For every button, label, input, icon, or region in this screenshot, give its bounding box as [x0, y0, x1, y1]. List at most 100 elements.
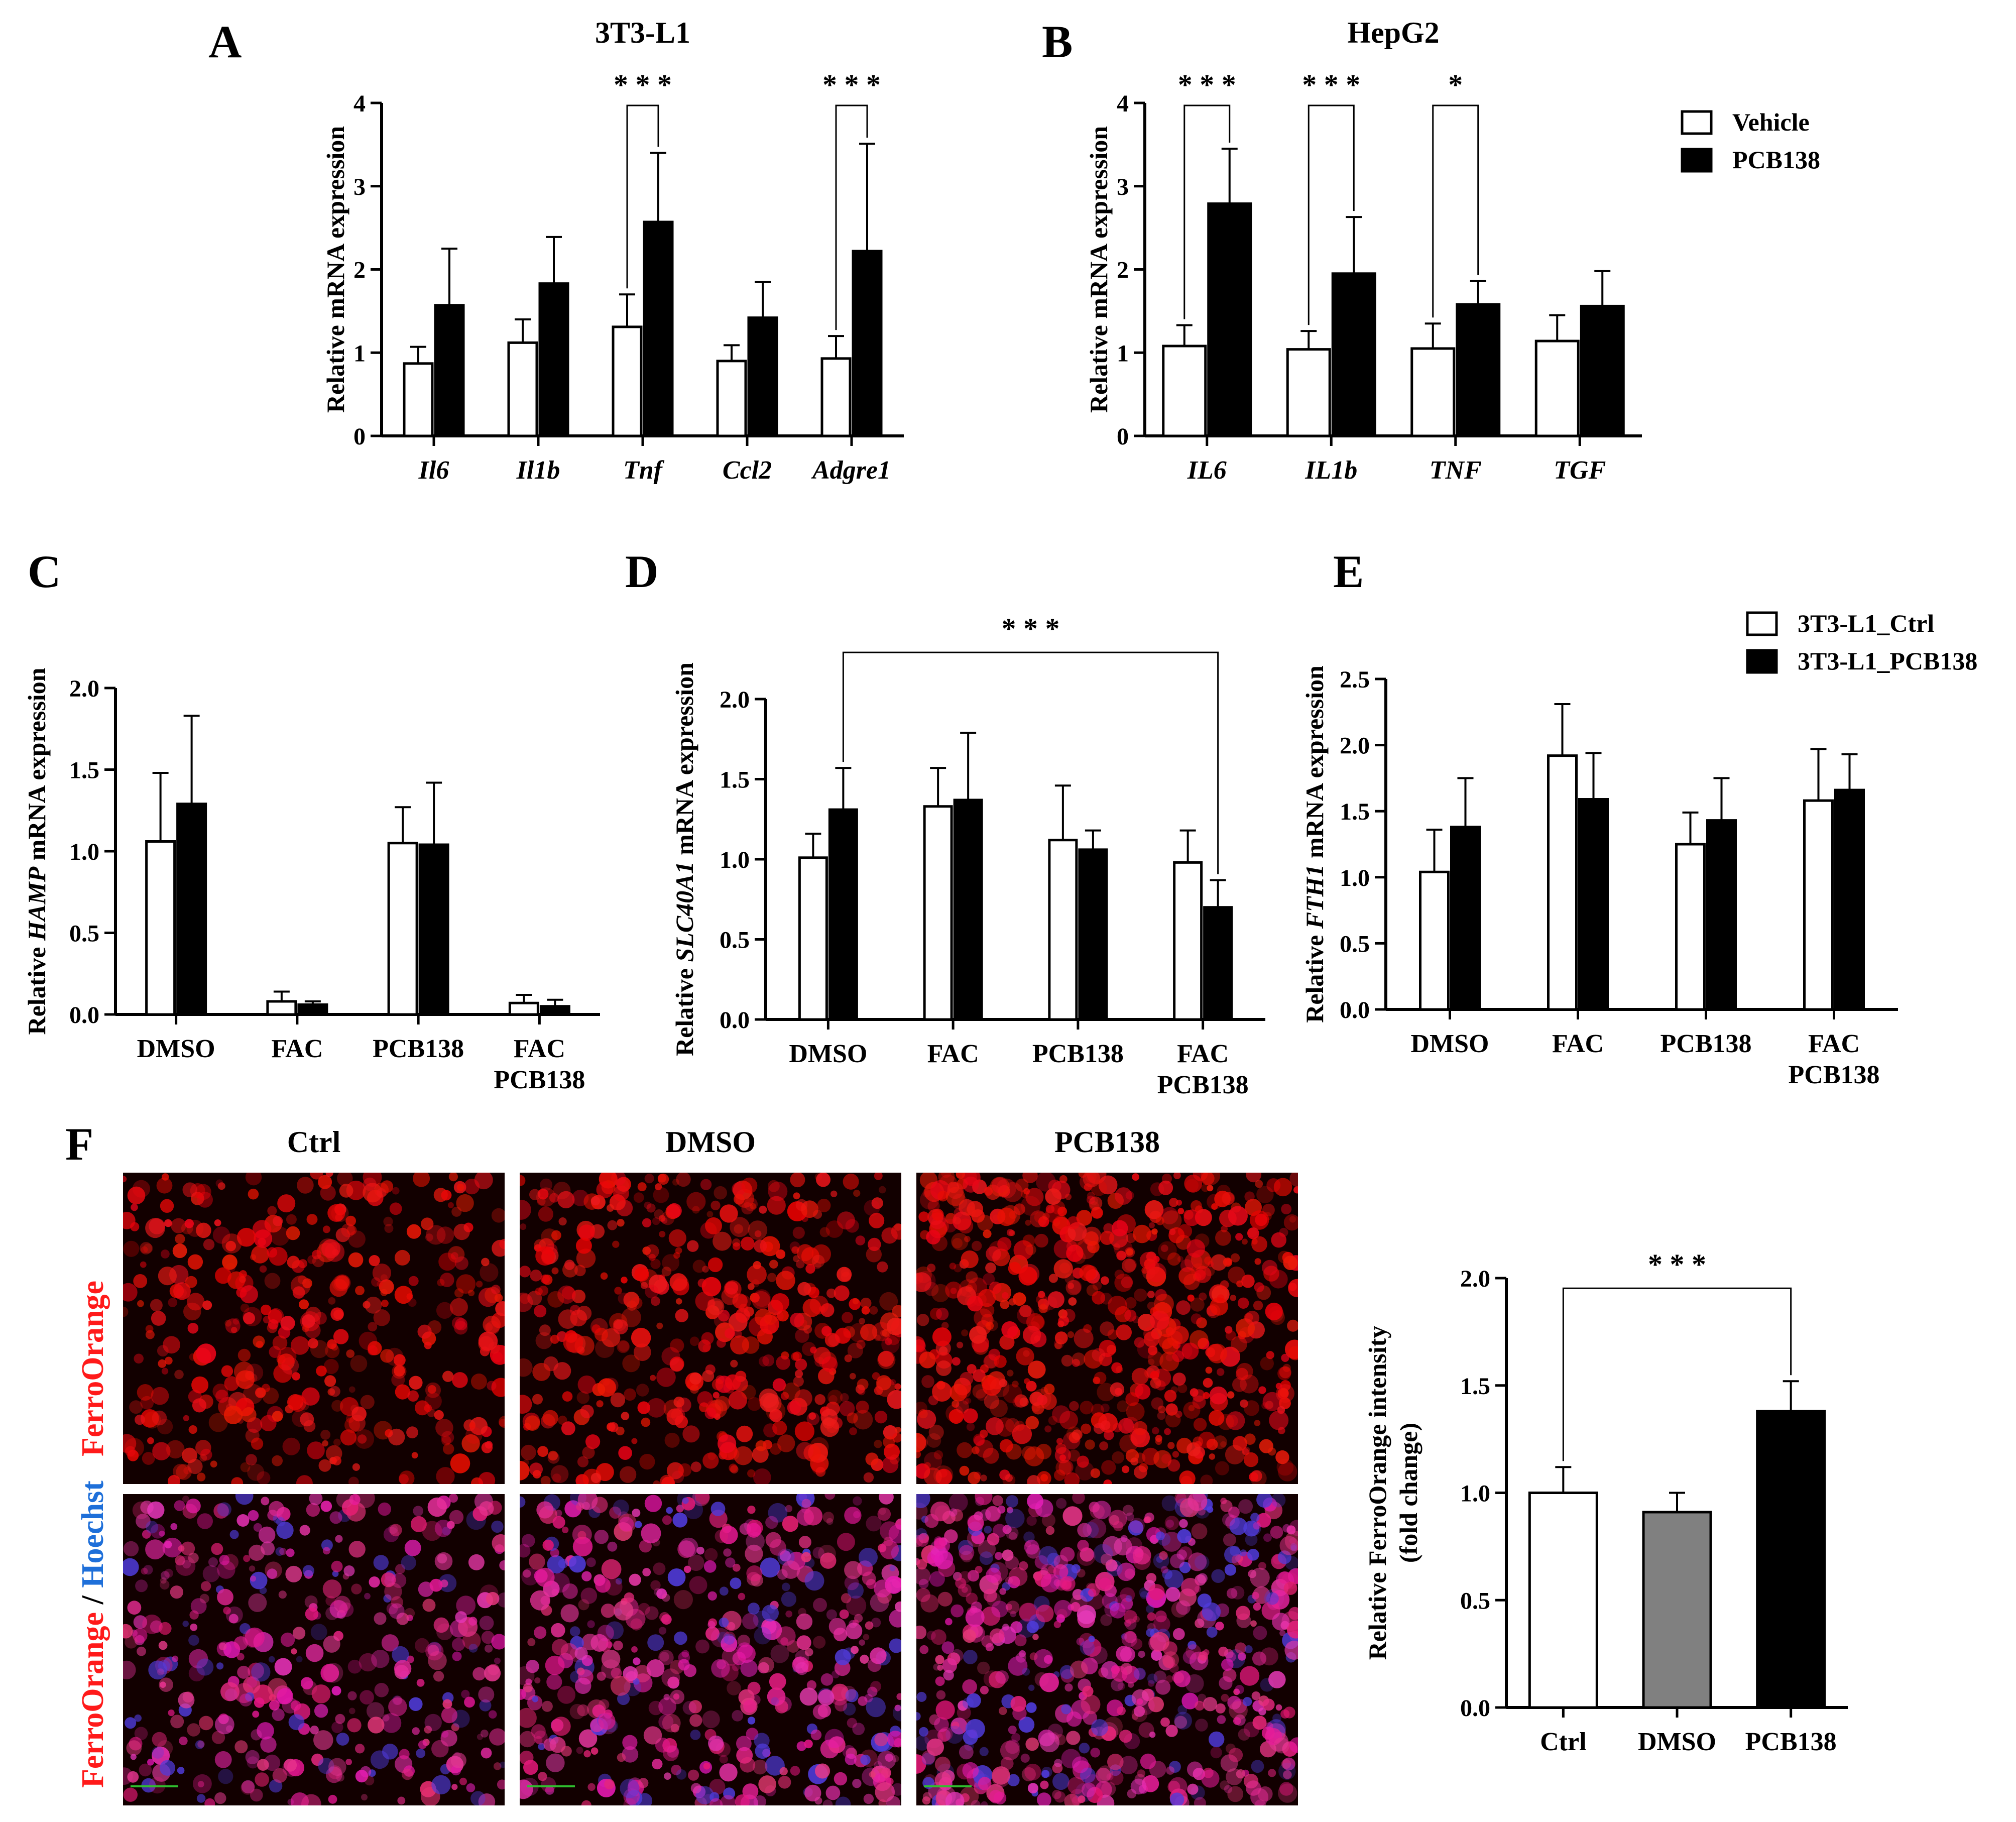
cell-spot [123, 1787, 138, 1802]
cell-spot [1087, 1195, 1095, 1204]
cell-spot [847, 1342, 863, 1358]
cell-spot [600, 1272, 608, 1280]
cell-spot [746, 1523, 761, 1538]
cell-spot [881, 1227, 898, 1244]
cell-spot [695, 1639, 709, 1654]
cell-spot [211, 1543, 223, 1555]
cell-spot [1150, 1632, 1169, 1652]
cell-spot [1125, 1595, 1132, 1602]
cell-spot [1220, 1780, 1230, 1790]
cell-spot [1025, 1188, 1044, 1206]
cell-spot [1158, 1405, 1166, 1414]
cell-spot [276, 1354, 286, 1364]
cell-spot [1269, 1270, 1288, 1289]
cell-spot [1282, 1524, 1291, 1533]
cell-spot [137, 1646, 146, 1656]
cell-spot [403, 1765, 415, 1777]
cell-spot [1112, 1666, 1128, 1682]
x-tick-label: FAC [271, 1035, 323, 1063]
cell-spot [373, 1309, 390, 1326]
x-tick-label: FAC [1808, 1030, 1860, 1058]
cell-spot [442, 1526, 451, 1536]
cell-spot [705, 1217, 722, 1234]
cell-spot [123, 1240, 140, 1257]
cell-spot [847, 1718, 857, 1728]
cell-spot [300, 1412, 314, 1427]
cell-spot [204, 1798, 215, 1805]
cell-spot [860, 1297, 872, 1309]
cell-spot [448, 1173, 458, 1182]
cell-spot [741, 1177, 758, 1194]
cell-spot [986, 1567, 1001, 1583]
cell-spot [557, 1685, 575, 1704]
cell-spot [1029, 1652, 1038, 1661]
cell-spot [1281, 1759, 1291, 1769]
cell-spot [441, 1730, 449, 1738]
cell-spot [630, 1297, 643, 1309]
cell-spot [355, 1744, 365, 1754]
cell-spot [696, 1546, 704, 1555]
cell-spot [173, 1463, 188, 1479]
cell-spot [1089, 1502, 1100, 1513]
cell-spot [1243, 1400, 1260, 1416]
cell-spot [1087, 1519, 1107, 1539]
cell-spot [290, 1275, 311, 1296]
cell-spot [982, 1377, 1002, 1396]
cell-spot [1091, 1404, 1104, 1417]
cell-spot [822, 1512, 834, 1523]
cell-spot [151, 1387, 169, 1405]
cell-spot [770, 1644, 789, 1663]
cell-spot [1217, 1715, 1226, 1724]
cell-spot [1251, 1760, 1264, 1773]
cell-spot [1167, 1252, 1181, 1266]
cell-spot [725, 1328, 735, 1339]
cell-spot [662, 1714, 681, 1733]
cell-spot [676, 1505, 684, 1513]
cell-spot [1156, 1531, 1165, 1541]
cell-spot [1047, 1565, 1056, 1574]
cell-spot [1065, 1193, 1072, 1200]
cell-spot [666, 1408, 684, 1426]
cell-spot [1165, 1403, 1178, 1416]
cell-spot [1100, 1553, 1113, 1566]
cell-spot [768, 1181, 788, 1201]
cell-spot [1238, 1499, 1253, 1514]
cell-spot [142, 1614, 162, 1634]
cell-spot [847, 1412, 858, 1424]
cell-spot [659, 1474, 674, 1484]
cell-spot [1107, 1329, 1118, 1340]
y-tick-label: 0.0 [1340, 997, 1370, 1023]
cell-spot [550, 1572, 570, 1593]
cell-spot [442, 1699, 452, 1709]
cell-spot [1112, 1451, 1124, 1464]
cell-spot [1018, 1267, 1037, 1286]
cell-spot [736, 1425, 753, 1442]
cell-spot [141, 1567, 148, 1575]
cell-spot [436, 1302, 453, 1319]
cell-spot [1215, 1703, 1226, 1714]
cell-spot [1007, 1774, 1020, 1786]
cell-spot [348, 1707, 355, 1715]
cell-spot [1253, 1522, 1261, 1530]
cell-spot [760, 1557, 780, 1578]
cell-spot [1161, 1210, 1182, 1230]
cell-spot [941, 1641, 955, 1654]
cell-spot [261, 1497, 270, 1506]
y-axis-label: Relative mRNA expression [1085, 126, 1113, 413]
cell-spot [569, 1626, 580, 1637]
cell-spot [610, 1392, 626, 1408]
cell-spot [413, 1173, 430, 1187]
cell-spot [1005, 1576, 1013, 1584]
cell-spot [1144, 1516, 1151, 1524]
cell-spot [1273, 1178, 1292, 1197]
cell-spot [275, 1547, 284, 1556]
cell-spot [934, 1756, 951, 1772]
cell-spot [253, 1523, 262, 1532]
cell-spot [1093, 1544, 1113, 1564]
cell-spot [1077, 1547, 1096, 1566]
cell-spot [351, 1583, 362, 1595]
cell-spot [1125, 1297, 1137, 1309]
cell-spot [182, 1496, 189, 1503]
cell-spot [530, 1270, 542, 1282]
cell-spot [243, 1384, 263, 1404]
